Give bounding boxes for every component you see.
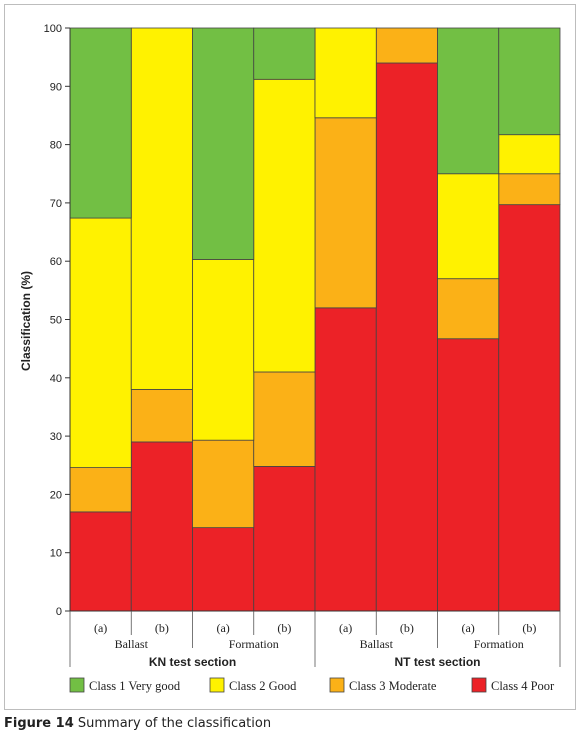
bar-segment <box>498 173 561 206</box>
y-tick-label: 90 <box>50 81 62 93</box>
bar-segment <box>498 204 561 612</box>
y-tick-label: 100 <box>44 23 62 35</box>
bar-segment <box>253 78 316 373</box>
y-tick-label: 40 <box>50 373 62 385</box>
bar-segment <box>314 27 377 119</box>
bar-segment <box>437 27 500 175</box>
figure-caption-text: Summary of the classification <box>77 716 272 731</box>
legend-swatch <box>209 677 225 693</box>
category-label: (b) <box>277 621 291 635</box>
category-label: (b) <box>400 621 414 635</box>
y-tick-label: 60 <box>50 256 62 268</box>
category-label: (a) <box>339 621 352 635</box>
subgroup-label: Ballast <box>360 637 394 651</box>
bar-segment <box>253 371 316 467</box>
bar-segment <box>375 62 438 612</box>
bar-segment <box>69 27 132 219</box>
legend-entry: Class 1 Very good <box>89 679 181 693</box>
bar-segment <box>314 307 377 612</box>
legend-entry: Class 4 Poor <box>491 679 555 693</box>
legend-entry: Class 3 Moderate <box>349 679 437 693</box>
bar-segment <box>437 338 500 612</box>
category-label: (a) <box>216 621 229 635</box>
category-label: (b) <box>155 621 169 635</box>
category-label: (b) <box>522 621 536 635</box>
bar-segment <box>69 217 132 468</box>
category-label: (a) <box>94 621 107 635</box>
stacked-bar-chart: Classification (%) 0 10 20 30 40 50 60 70 80 90 10… <box>19 23 561 693</box>
legend-swatch <box>329 677 345 693</box>
y-tick-label: 10 <box>50 548 62 560</box>
bar-segment <box>192 259 255 441</box>
bar-segment <box>192 27 255 260</box>
bar-segment <box>498 134 561 175</box>
bar-segment <box>130 27 193 390</box>
figure-caption: Figure 14 Summary of the classification <box>4 716 271 731</box>
bar-segment <box>69 467 132 513</box>
category-label: (a) <box>461 621 474 635</box>
group-label: NT test section <box>394 655 480 669</box>
bar-segment <box>253 27 316 80</box>
bar-segment <box>375 27 438 64</box>
bar-segment <box>69 511 132 612</box>
subgroup-label: Formation <box>474 637 524 651</box>
bar-segment <box>314 117 377 309</box>
bar-segment <box>192 527 255 612</box>
subgroup-label: Ballast <box>115 637 149 651</box>
y-tick-label: 50 <box>50 315 62 327</box>
figure-frame: Classification (%) 0 10 20 30 40 50 60 70 80 90 10… <box>4 4 576 710</box>
y-tick-label: 70 <box>50 198 62 210</box>
figure-number: Figure 14 <box>4 716 74 731</box>
bar-segment <box>130 441 193 612</box>
bar-segment <box>498 27 561 136</box>
legend-swatch <box>471 677 487 693</box>
bar-segment <box>437 278 500 340</box>
y-axis-label: Classification (%) <box>19 271 33 371</box>
legend-entry: Class 2 Good <box>229 679 297 693</box>
y-tick-label: 30 <box>50 431 62 443</box>
bar-segment <box>130 389 193 443</box>
y-tick-label: 20 <box>50 489 62 501</box>
y-tick-label: 0 <box>56 606 62 618</box>
subgroup-label: Formation <box>229 637 279 651</box>
group-label: KN test section <box>149 655 236 669</box>
y-tick-label: 80 <box>50 140 62 152</box>
bar-segment <box>192 439 255 529</box>
legend-swatch <box>69 677 85 693</box>
bar-segment <box>437 173 500 280</box>
bar-segment <box>253 466 316 612</box>
